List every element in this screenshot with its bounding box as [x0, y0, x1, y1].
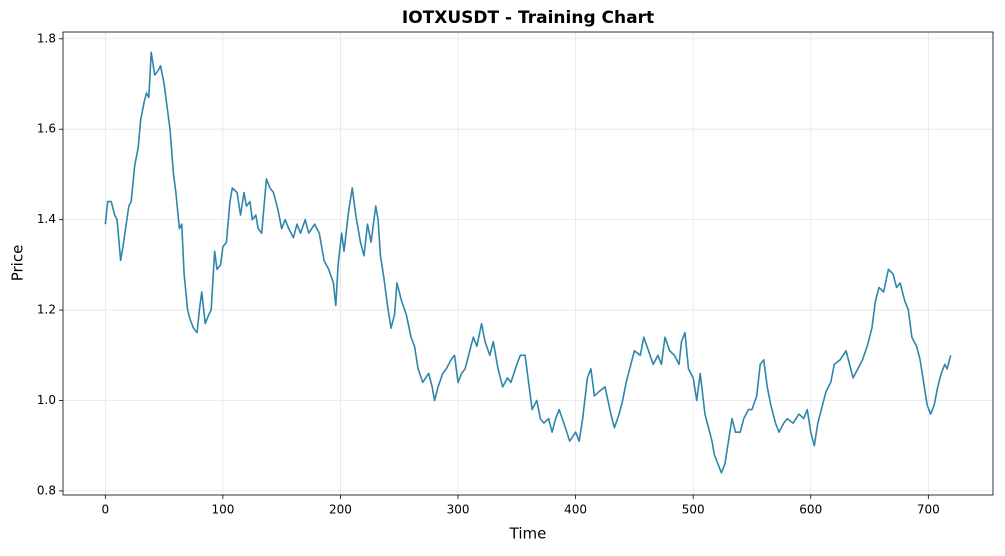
x-tick-label: 300 — [447, 503, 470, 517]
x-tick-label: 400 — [564, 503, 587, 517]
plot-frame — [62, 31, 994, 496]
y-tick-label: 1.2 — [37, 303, 56, 317]
y-tick-label: 1.4 — [37, 212, 56, 226]
y-tick-label: 1.0 — [37, 393, 56, 407]
x-tick-label: 500 — [682, 503, 705, 517]
x-tick-label: 600 — [799, 503, 822, 517]
chart-title: IOTXUSDT - Training Chart — [402, 8, 654, 28]
y-tick-label: 1.8 — [37, 31, 56, 45]
y-tick-label: 0.8 — [37, 483, 56, 497]
x-axis-label: Time — [509, 525, 547, 543]
y-axis-label: Price — [9, 245, 27, 282]
x-tick-label: 100 — [211, 503, 234, 517]
x-tick-label: 700 — [917, 503, 940, 517]
x-tick-label: 0 — [102, 503, 110, 517]
x-tick-label: 200 — [329, 503, 352, 517]
price-line — [104, 51, 952, 474]
y-tick-label: 1.6 — [37, 122, 56, 136]
